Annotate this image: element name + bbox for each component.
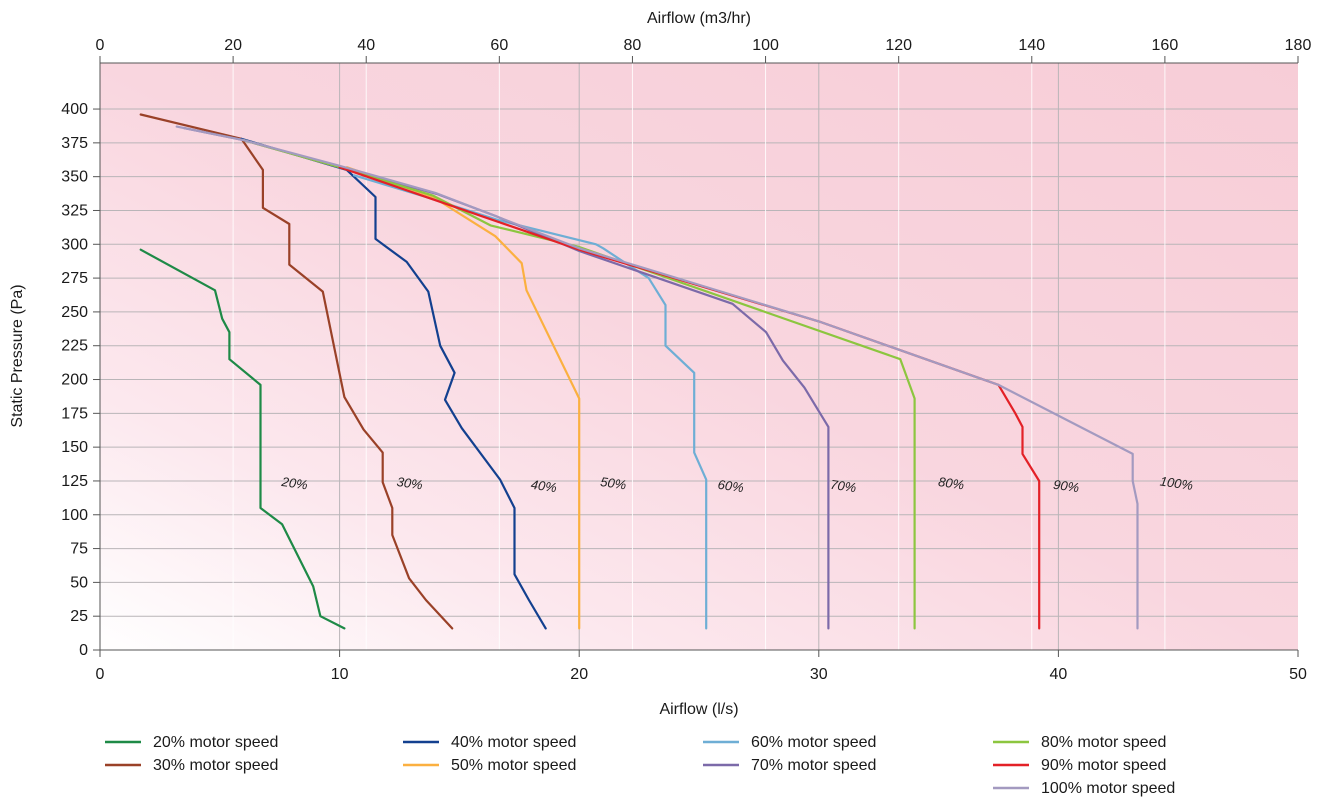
y-tick-label: 400: [61, 101, 88, 118]
y-tick-label: 100: [61, 507, 88, 524]
legend-label: 40% motor speed: [451, 734, 576, 751]
x2-tick-label: 0: [96, 37, 105, 54]
x2-tick-label: 20: [224, 37, 242, 54]
x2-tick-label: 120: [885, 37, 912, 54]
y-tick-label: 125: [61, 473, 88, 490]
x2-tick-label: 40: [357, 37, 375, 54]
top-x-axis-title: Airflow (m3/hr): [647, 10, 751, 27]
y-tick-label: 375: [61, 135, 88, 152]
x2-tick-label: 60: [490, 37, 508, 54]
legend-label: 90% motor speed: [1041, 757, 1166, 774]
x-tick-label: 20: [570, 666, 588, 683]
legend-label: 50% motor speed: [451, 757, 576, 774]
legend-label: 60% motor speed: [751, 734, 876, 751]
y-tick-label: 325: [61, 202, 88, 219]
x-tick-label: 40: [1050, 666, 1068, 683]
x2-tick-label: 180: [1285, 37, 1312, 54]
y-tick-label: 200: [61, 372, 88, 389]
legend-label: 80% motor speed: [1041, 734, 1166, 751]
x-tick-label: 50: [1289, 666, 1307, 683]
y-tick-label: 75: [70, 541, 88, 558]
x2-tick-label: 140: [1018, 37, 1045, 54]
legend: 20% motor speed 30% motor speed 40% motor …: [105, 734, 1175, 797]
y-tick-label: 0: [79, 642, 88, 659]
y-tick-label: 225: [61, 338, 88, 355]
y-tick-label: 150: [61, 439, 88, 456]
x2-tick-label: 100: [752, 37, 779, 54]
x-tick-label: 30: [810, 666, 828, 683]
y-tick-label: 350: [61, 169, 88, 186]
y-tick-label: 275: [61, 270, 88, 287]
y-tick-label: 50: [70, 574, 88, 591]
x-tick-label: 10: [331, 666, 349, 683]
y-tick-label: 300: [61, 236, 88, 253]
x2-tick-label: 160: [1152, 37, 1179, 54]
y-tick-label: 250: [61, 304, 88, 321]
y-tick-label: 175: [61, 405, 88, 422]
y-tick-label: 25: [70, 608, 88, 625]
y-axis-title: Static Pressure (Pa): [9, 284, 26, 427]
x2-tick-label: 80: [624, 37, 642, 54]
legend-label: 30% motor speed: [153, 757, 278, 774]
x-tick-label: 0: [96, 666, 105, 683]
legend-label: 100% motor speed: [1041, 780, 1175, 797]
x-axis-title: Airflow (l/s): [659, 701, 738, 718]
legend-label: 70% motor speed: [751, 757, 876, 774]
legend-label: 20% motor speed: [153, 734, 278, 751]
